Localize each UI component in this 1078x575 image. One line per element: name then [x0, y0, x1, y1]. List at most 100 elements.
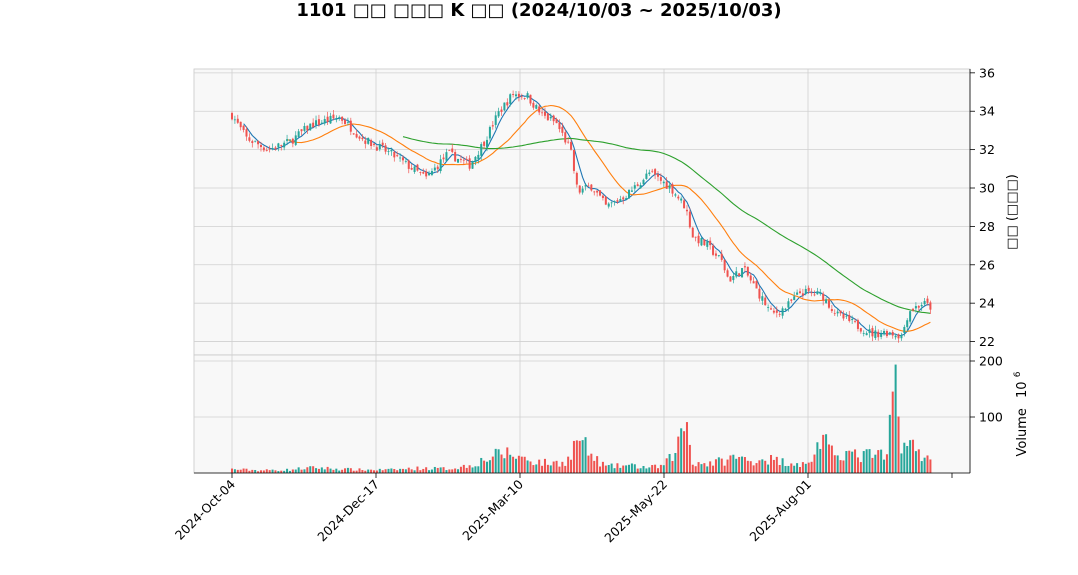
- volume-bar: [723, 465, 726, 473]
- volume-bar: [465, 467, 468, 473]
- candle-body: [778, 313, 781, 315]
- volume-bar: [236, 469, 239, 473]
- candle-body: [512, 94, 515, 95]
- volume-bar: [917, 449, 920, 473]
- volume-bar: [851, 451, 854, 473]
- candle-body: [593, 191, 596, 193]
- volume-bar: [259, 470, 262, 473]
- price-y-axis-label: □□ (□□□): [1005, 174, 1020, 250]
- volume-bar: [897, 416, 900, 473]
- candle-body: [326, 116, 329, 122]
- volume-bar: [830, 445, 833, 473]
- volume-bar: [410, 469, 413, 473]
- candle-body: [399, 157, 402, 159]
- volume-bar: [439, 467, 442, 473]
- candle-body: [335, 118, 338, 120]
- candle-body: [717, 254, 720, 256]
- volume-bar: [813, 454, 816, 473]
- x-tick-label: 2025-May-22: [601, 477, 670, 546]
- candle-body: [628, 190, 631, 199]
- candle-body: [532, 102, 535, 108]
- candle-body: [370, 139, 373, 147]
- chart-title: 1101 □□ □□□ K □□ (2024/10/03 ~ 2025/10/0…: [296, 0, 782, 21]
- volume-bar: [361, 470, 364, 473]
- volume-bar: [784, 466, 787, 473]
- volume-bar: [581, 440, 584, 473]
- volume-bar: [694, 466, 697, 473]
- candle-body: [552, 115, 555, 122]
- volume-bar: [413, 470, 416, 473]
- volume-bar: [604, 465, 607, 473]
- candle-body: [520, 96, 523, 98]
- volume-bar: [541, 465, 544, 473]
- candle-body: [471, 161, 474, 169]
- volume-bar: [262, 470, 265, 473]
- candle-body: [784, 308, 787, 311]
- candle-body: [909, 311, 912, 322]
- price-tick-label: 32: [979, 142, 995, 157]
- candle-body: [445, 152, 448, 161]
- volume-bar: [680, 428, 683, 473]
- volume-bar: [651, 465, 654, 473]
- volume-bar: [914, 451, 917, 473]
- candle-body: [274, 147, 277, 150]
- candle-body: [419, 172, 422, 173]
- candle-body: [810, 292, 813, 294]
- candle-body: [868, 329, 871, 333]
- candle-body: [851, 319, 854, 321]
- volume-bar: [242, 468, 245, 473]
- volume-bar: [691, 464, 694, 473]
- candle-body: [601, 195, 604, 198]
- volume-bar: [245, 468, 248, 473]
- volume-bar: [454, 468, 457, 473]
- volume-bar: [335, 468, 338, 473]
- volume-bar: [352, 470, 355, 473]
- candle-body: [561, 126, 564, 133]
- candle-body: [671, 184, 674, 194]
- candle-body: [677, 196, 680, 199]
- candle-body: [770, 308, 773, 310]
- volume-bar: [616, 463, 619, 473]
- volume-bar: [772, 459, 775, 473]
- volume-bar: [920, 461, 923, 473]
- candle-body: [596, 190, 599, 193]
- candle-body: [517, 93, 520, 97]
- candle-body: [396, 155, 399, 157]
- candle-body: [607, 203, 610, 207]
- volume-bar: [570, 459, 573, 473]
- candle-body: [772, 310, 775, 313]
- volume-bar: [755, 463, 758, 473]
- candle-body: [633, 185, 636, 189]
- candle-body: [422, 172, 425, 174]
- price-tick-label: 34: [979, 104, 995, 119]
- candle-body: [309, 123, 312, 131]
- candle-body: [798, 291, 802, 293]
- x-tick-label: 2024-Oct-04: [172, 476, 238, 542]
- candle-body: [581, 188, 584, 193]
- candle-body: [358, 136, 361, 139]
- volume-bar: [729, 455, 732, 473]
- candle-body: [619, 198, 622, 202]
- candle-body: [906, 320, 909, 328]
- candle-body: [506, 102, 509, 106]
- volume-bar: [338, 470, 341, 473]
- candle-body: [665, 181, 668, 189]
- grid-layer: [194, 69, 970, 473]
- volume-bar: [401, 468, 404, 473]
- volume-bar: [770, 454, 773, 473]
- candle-body: [758, 288, 761, 299]
- volume-bar: [248, 470, 251, 473]
- candle-body: [303, 126, 306, 131]
- candle-body: [288, 139, 291, 141]
- volume-bar: [743, 457, 746, 473]
- candle-body: [683, 200, 686, 209]
- price-tick-label: 28: [979, 219, 995, 234]
- candle-body: [685, 209, 688, 212]
- candle-body: [613, 201, 616, 202]
- candle-body: [558, 122, 561, 130]
- candle-body: [564, 132, 567, 143]
- volume-bar: [468, 465, 471, 473]
- volume-bar: [312, 466, 315, 473]
- volume-bar: [535, 464, 538, 473]
- candle-body: [723, 259, 726, 271]
